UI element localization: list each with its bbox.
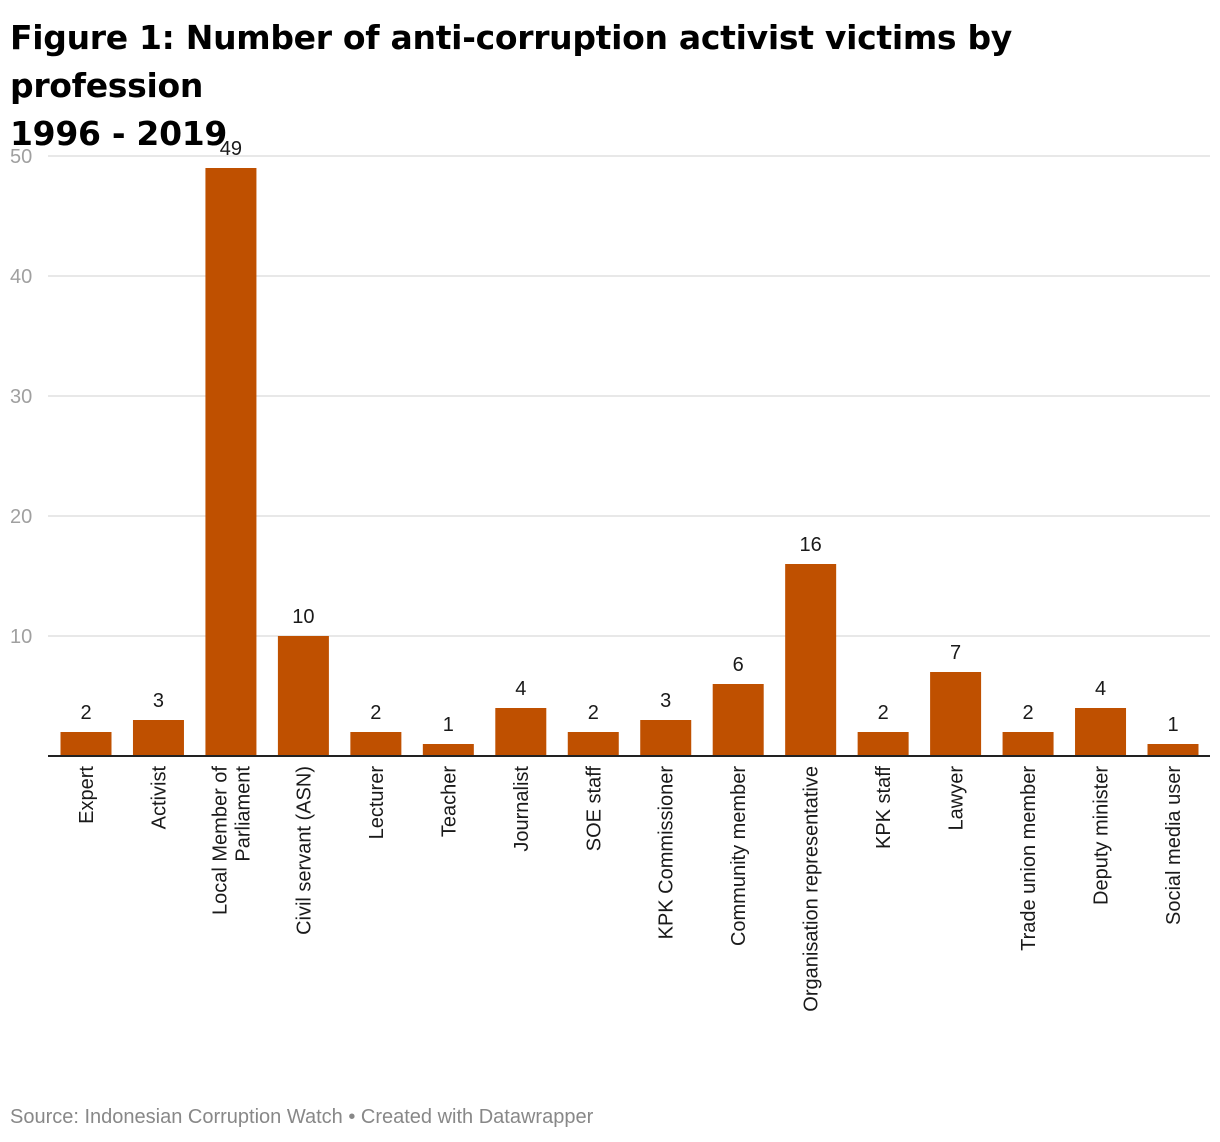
- bar: [930, 672, 982, 756]
- data-label: 4: [515, 678, 526, 700]
- x-tick-label: KPK Commissioner: [656, 766, 678, 940]
- bar: [712, 684, 764, 756]
- x-tick-label: Deputy minister: [1091, 766, 1113, 905]
- bar: [205, 168, 257, 756]
- y-tick-label: 30: [10, 386, 32, 408]
- x-tick-label: Lecturer: [366, 766, 388, 840]
- data-label: 4: [1095, 678, 1106, 700]
- data-label: 6: [733, 654, 744, 676]
- y-tick-label: 10: [10, 626, 32, 648]
- x-tick-label: Activist: [148, 766, 170, 830]
- y-tick-label: 50: [10, 146, 32, 168]
- x-tick-label-line: Teacher: [438, 766, 460, 837]
- x-tick-label-line: Trade union member: [1018, 766, 1040, 951]
- bars: [60, 168, 1199, 756]
- x-tick-label-line: Social media user: [1163, 766, 1185, 925]
- bar: [132, 720, 184, 756]
- x-tick-label-line: Parliament: [232, 766, 254, 862]
- x-tick-label-line: Organisation representative: [801, 766, 823, 1012]
- data-label: 2: [878, 702, 889, 724]
- x-tick-label: Organisation representative: [801, 766, 823, 1012]
- chart-title-line-2: 1996 - 2019: [10, 114, 228, 153]
- x-tick-label-line: Lawyer: [946, 766, 968, 831]
- data-label: 10: [292, 606, 314, 628]
- bar: [567, 732, 619, 756]
- x-tick-label-line: Community member: [728, 766, 750, 946]
- x-tick-label: Expert: [76, 766, 98, 824]
- bar: [640, 720, 692, 756]
- x-tick-label-line: Local Member of: [209, 766, 231, 915]
- bar: [1147, 744, 1199, 756]
- data-label: 7: [950, 642, 961, 664]
- x-tick-label: Lawyer: [946, 766, 968, 831]
- bar: [1075, 708, 1127, 756]
- x-axis-labels: Expert Activist Local Member of Parliament C…: [76, 766, 1185, 1012]
- y-tick-label: 20: [10, 506, 32, 528]
- data-label: 1: [1167, 714, 1178, 736]
- y-axis-ticks: 10 20 30 40 50: [10, 146, 32, 648]
- x-tick-label-line: Civil servant (ASN): [293, 766, 315, 935]
- x-tick-label-line: Journalist: [511, 766, 533, 852]
- x-tick-label-line: KPK Commissioner: [656, 766, 678, 940]
- x-tick-label-line: Expert: [76, 766, 98, 824]
- y-tick-label: 40: [10, 266, 32, 288]
- x-tick-label: SOE staff: [583, 766, 605, 852]
- x-tick-label-line: Lecturer: [366, 766, 388, 840]
- bar: [785, 564, 837, 756]
- data-label: 1: [443, 714, 454, 736]
- data-label: 2: [588, 702, 599, 724]
- x-tick-label: KPK staff: [873, 766, 895, 849]
- x-tick-label: Civil servant (ASN): [293, 766, 315, 935]
- x-tick-label: Trade union member: [1018, 766, 1040, 951]
- bar: [60, 732, 112, 756]
- x-tick-label: Journalist: [511, 766, 533, 852]
- value-labels: 2 3 49 10 2 1 4 2 3 6 16 2 7 2 4 1: [80, 138, 1178, 736]
- bar: [857, 732, 909, 756]
- bar: [350, 732, 402, 756]
- bar: [422, 744, 474, 756]
- x-tick-label: Social media user: [1163, 766, 1185, 925]
- x-tick-label-line: Deputy minister: [1091, 766, 1113, 905]
- x-tick-label-line: KPK staff: [873, 766, 895, 849]
- x-tick-label-line: SOE staff: [583, 766, 605, 852]
- data-label: 49: [220, 138, 242, 160]
- x-tick-label: Community member: [728, 766, 750, 946]
- x-tick-label: Teacher: [438, 766, 460, 837]
- data-label: 3: [660, 690, 671, 712]
- data-label: 2: [1023, 702, 1034, 724]
- data-label: 3: [153, 690, 164, 712]
- data-label: 2: [80, 702, 91, 724]
- bar: [495, 708, 547, 756]
- data-label: 16: [800, 534, 822, 556]
- x-tick-label-line: Activist: [148, 766, 170, 830]
- bar: [277, 636, 329, 756]
- chart-title: Figure 1: Number of anti-corruption acti…: [10, 14, 1210, 158]
- bar: [1002, 732, 1054, 756]
- x-tick-label: Local Member of Parliament: [209, 766, 254, 915]
- data-label: 2: [370, 702, 381, 724]
- source-footer: Source: Indonesian Corruption Watch • Cr…: [10, 1106, 594, 1128]
- chart-title-line-1: Figure 1: Number of anti-corruption acti…: [10, 18, 1012, 105]
